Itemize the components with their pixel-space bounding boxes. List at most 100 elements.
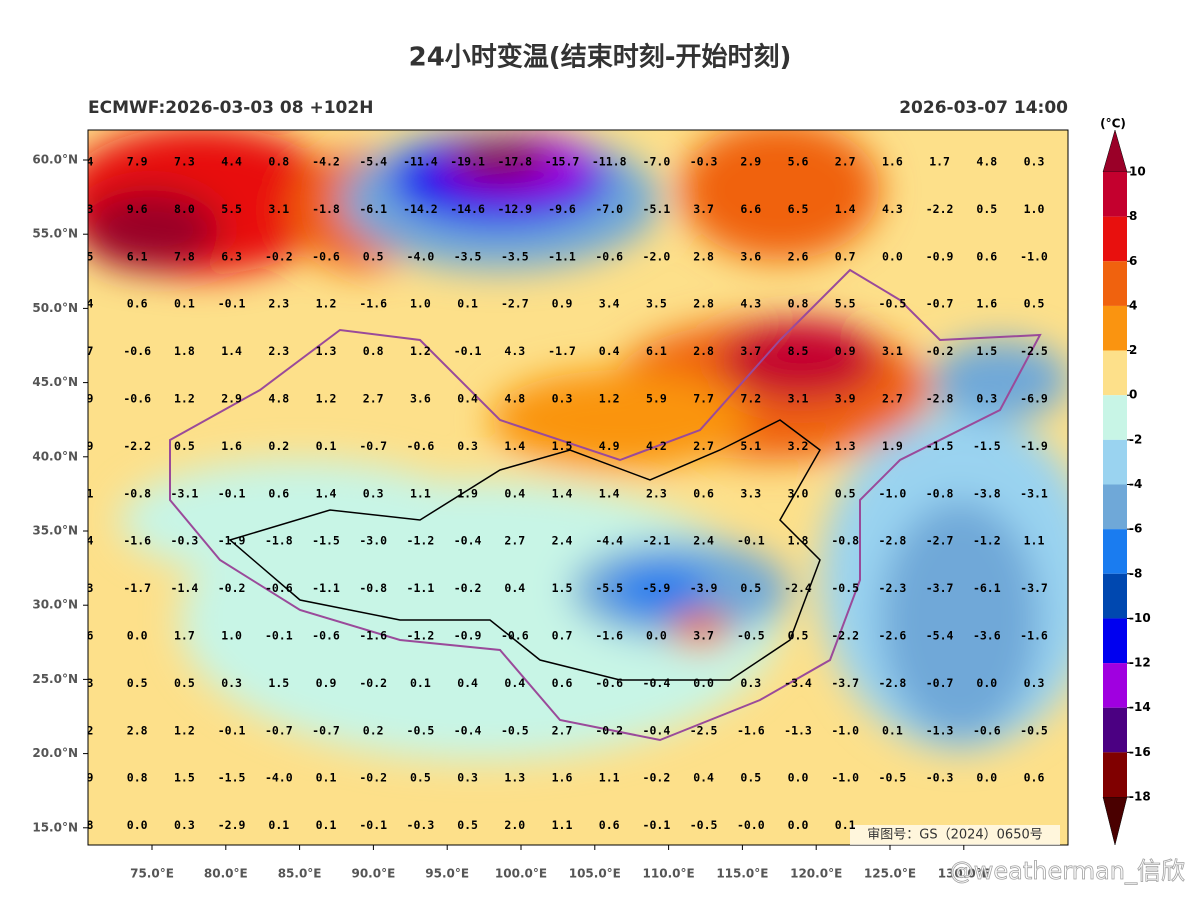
- grid-value: -0.5: [1020, 723, 1048, 737]
- grid-value: 1.4: [599, 486, 620, 500]
- colorbar-bottom: [1102, 796, 1128, 846]
- grid-value: 2.8: [127, 723, 148, 737]
- grid-value: -0.3: [407, 818, 435, 832]
- grid-value: -2.2: [926, 202, 954, 216]
- grid-value: -0.3: [926, 771, 954, 785]
- grid-value: -0.6: [407, 439, 435, 453]
- grid-value: 1.6: [221, 439, 242, 453]
- grid-value: 0.3: [363, 486, 384, 500]
- colorbar-label: -16: [1129, 745, 1151, 759]
- grid-value: 2.7: [835, 155, 856, 169]
- grid-value: -1.0: [1020, 249, 1048, 263]
- grid-value: -2.5: [690, 723, 718, 737]
- grid-value: -0.1: [737, 534, 765, 548]
- grid-value: 0.6: [693, 486, 714, 500]
- title: 24小时变温(结束时刻-开始时刻): [409, 42, 792, 73]
- grid-value: -0.3: [690, 155, 718, 169]
- grid-value: 0.5: [976, 202, 997, 216]
- grid-value: 0.5: [457, 818, 478, 832]
- grid-value: -0.5: [690, 818, 718, 832]
- grid-value: -4.2: [312, 155, 340, 169]
- grid-value: -4.0: [265, 771, 293, 785]
- grid-value: -2.6: [879, 629, 907, 643]
- grid-value: 0.0: [976, 676, 997, 690]
- grid-value: 1.4: [552, 486, 573, 500]
- grid-value: 0.5: [127, 676, 148, 690]
- grid-value: 4.8: [976, 155, 997, 169]
- grid-value: 5.5: [221, 202, 242, 216]
- grid-value: -0.7: [265, 723, 293, 737]
- grid-value: -2.8: [926, 392, 954, 406]
- colorbar-label: -12: [1129, 656, 1151, 670]
- grid-value: 5: [87, 249, 94, 263]
- grid-value: -3.8: [973, 486, 1001, 500]
- grid-value: 1.3: [835, 439, 856, 453]
- grid-value: -1.8: [265, 534, 293, 548]
- lat-label: 60.0°N: [32, 153, 78, 167]
- grid-value: 1.1: [1024, 534, 1045, 548]
- colorbar-segment: [1103, 752, 1127, 797]
- grid-value: 3.9: [835, 392, 856, 406]
- grid-value: 1.2: [316, 297, 337, 311]
- grid-value: -1.0: [831, 723, 859, 737]
- grid-value: 1.4: [504, 439, 525, 453]
- lat-label: 45.0°N: [32, 375, 78, 389]
- grid-value: 2.6: [788, 249, 809, 263]
- grid-value: 8.5: [788, 344, 809, 358]
- grid-value: 0.3: [552, 392, 573, 406]
- grid-value: 1.5: [174, 771, 195, 785]
- grid-value: 0.3: [740, 676, 761, 690]
- grid-value: -3.1: [1020, 486, 1048, 500]
- grid-value: 4.3: [740, 297, 761, 311]
- grid-value: 0.0: [127, 818, 148, 832]
- grid-value: 0.1: [268, 818, 289, 832]
- grid-value: 3.3: [740, 486, 761, 500]
- grid-value: 4.3: [882, 202, 903, 216]
- grid-value: -0.7: [926, 676, 954, 690]
- grid-value: 3.7: [693, 202, 714, 216]
- grid-value: -3.6: [973, 629, 1001, 643]
- grid-value: 0.9: [552, 297, 573, 311]
- grid-value: 1.6: [882, 155, 903, 169]
- grid-value: -2.2: [831, 629, 859, 643]
- grid-value: -0.5: [407, 723, 435, 737]
- grid-value: 3.2: [788, 439, 809, 453]
- grid-value: -0.6: [595, 249, 623, 263]
- grid-value: -0.2: [218, 581, 246, 595]
- grid-value: 3.7: [740, 344, 761, 358]
- grid-value: -17.8: [497, 155, 532, 169]
- grid-value: -1.0: [831, 771, 859, 785]
- grid-value: -5.5: [595, 581, 623, 595]
- grid-value: 9: [87, 439, 94, 453]
- grid-value: 0.1: [410, 676, 431, 690]
- grid-value: 1.6: [552, 771, 573, 785]
- grid-value: 1.9: [882, 439, 903, 453]
- grid-value: 0.5: [174, 676, 195, 690]
- colorbar-segment: [1103, 172, 1127, 217]
- grid-value: 2.9: [740, 155, 761, 169]
- grid-value: -5.9: [643, 581, 671, 595]
- lat-label: 15.0°N: [32, 820, 78, 834]
- grid-value: 3.1: [268, 202, 289, 216]
- grid-value: 1.2: [174, 723, 195, 737]
- grid-value: 3.7: [693, 629, 714, 643]
- grid-value: 4: [87, 155, 94, 169]
- lon-label: 85.0°E: [278, 867, 322, 881]
- grid-value: -2.2: [123, 439, 151, 453]
- grid-value: -3.7: [831, 676, 859, 690]
- grid-value: -1.8: [312, 202, 340, 216]
- grid-value: 1.2: [316, 392, 337, 406]
- grid-value: -3.4: [784, 676, 812, 690]
- grid-value: -2.8: [879, 534, 907, 548]
- grid-value: -0.4: [643, 676, 671, 690]
- grid-value: -14.6: [450, 202, 485, 216]
- grid-value: -0.7: [926, 297, 954, 311]
- grid-value: 1.2: [599, 392, 620, 406]
- grid-value: 0.3: [1024, 155, 1045, 169]
- grid-value: 4.2: [646, 439, 667, 453]
- grid-value: -0.7: [312, 723, 340, 737]
- grid-value: 2: [87, 723, 94, 737]
- grid-value: -0.5: [879, 771, 907, 785]
- lon-label: 130.0°E: [938, 867, 990, 881]
